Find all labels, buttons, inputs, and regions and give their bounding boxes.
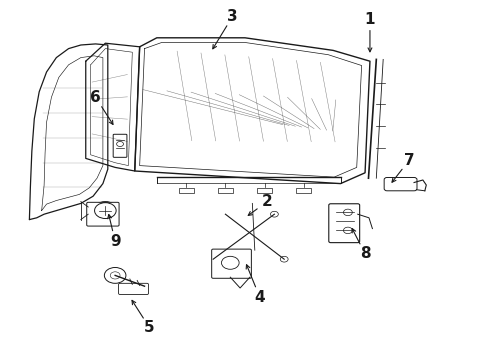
FancyBboxPatch shape: [384, 177, 417, 191]
FancyBboxPatch shape: [212, 249, 251, 278]
FancyBboxPatch shape: [87, 202, 119, 226]
Text: 4: 4: [254, 289, 265, 305]
Text: 8: 8: [360, 246, 370, 261]
Text: 1: 1: [365, 12, 375, 27]
Text: 6: 6: [90, 90, 101, 105]
Bar: [257, 188, 272, 193]
Text: 7: 7: [404, 153, 415, 168]
FancyBboxPatch shape: [329, 204, 360, 243]
Bar: [218, 188, 233, 193]
FancyBboxPatch shape: [119, 283, 148, 294]
Text: 5: 5: [144, 320, 155, 335]
Text: 2: 2: [262, 194, 272, 209]
Bar: [179, 188, 194, 193]
FancyBboxPatch shape: [113, 134, 127, 157]
Text: 9: 9: [110, 234, 121, 249]
Bar: [296, 188, 311, 193]
Text: 3: 3: [227, 9, 238, 24]
